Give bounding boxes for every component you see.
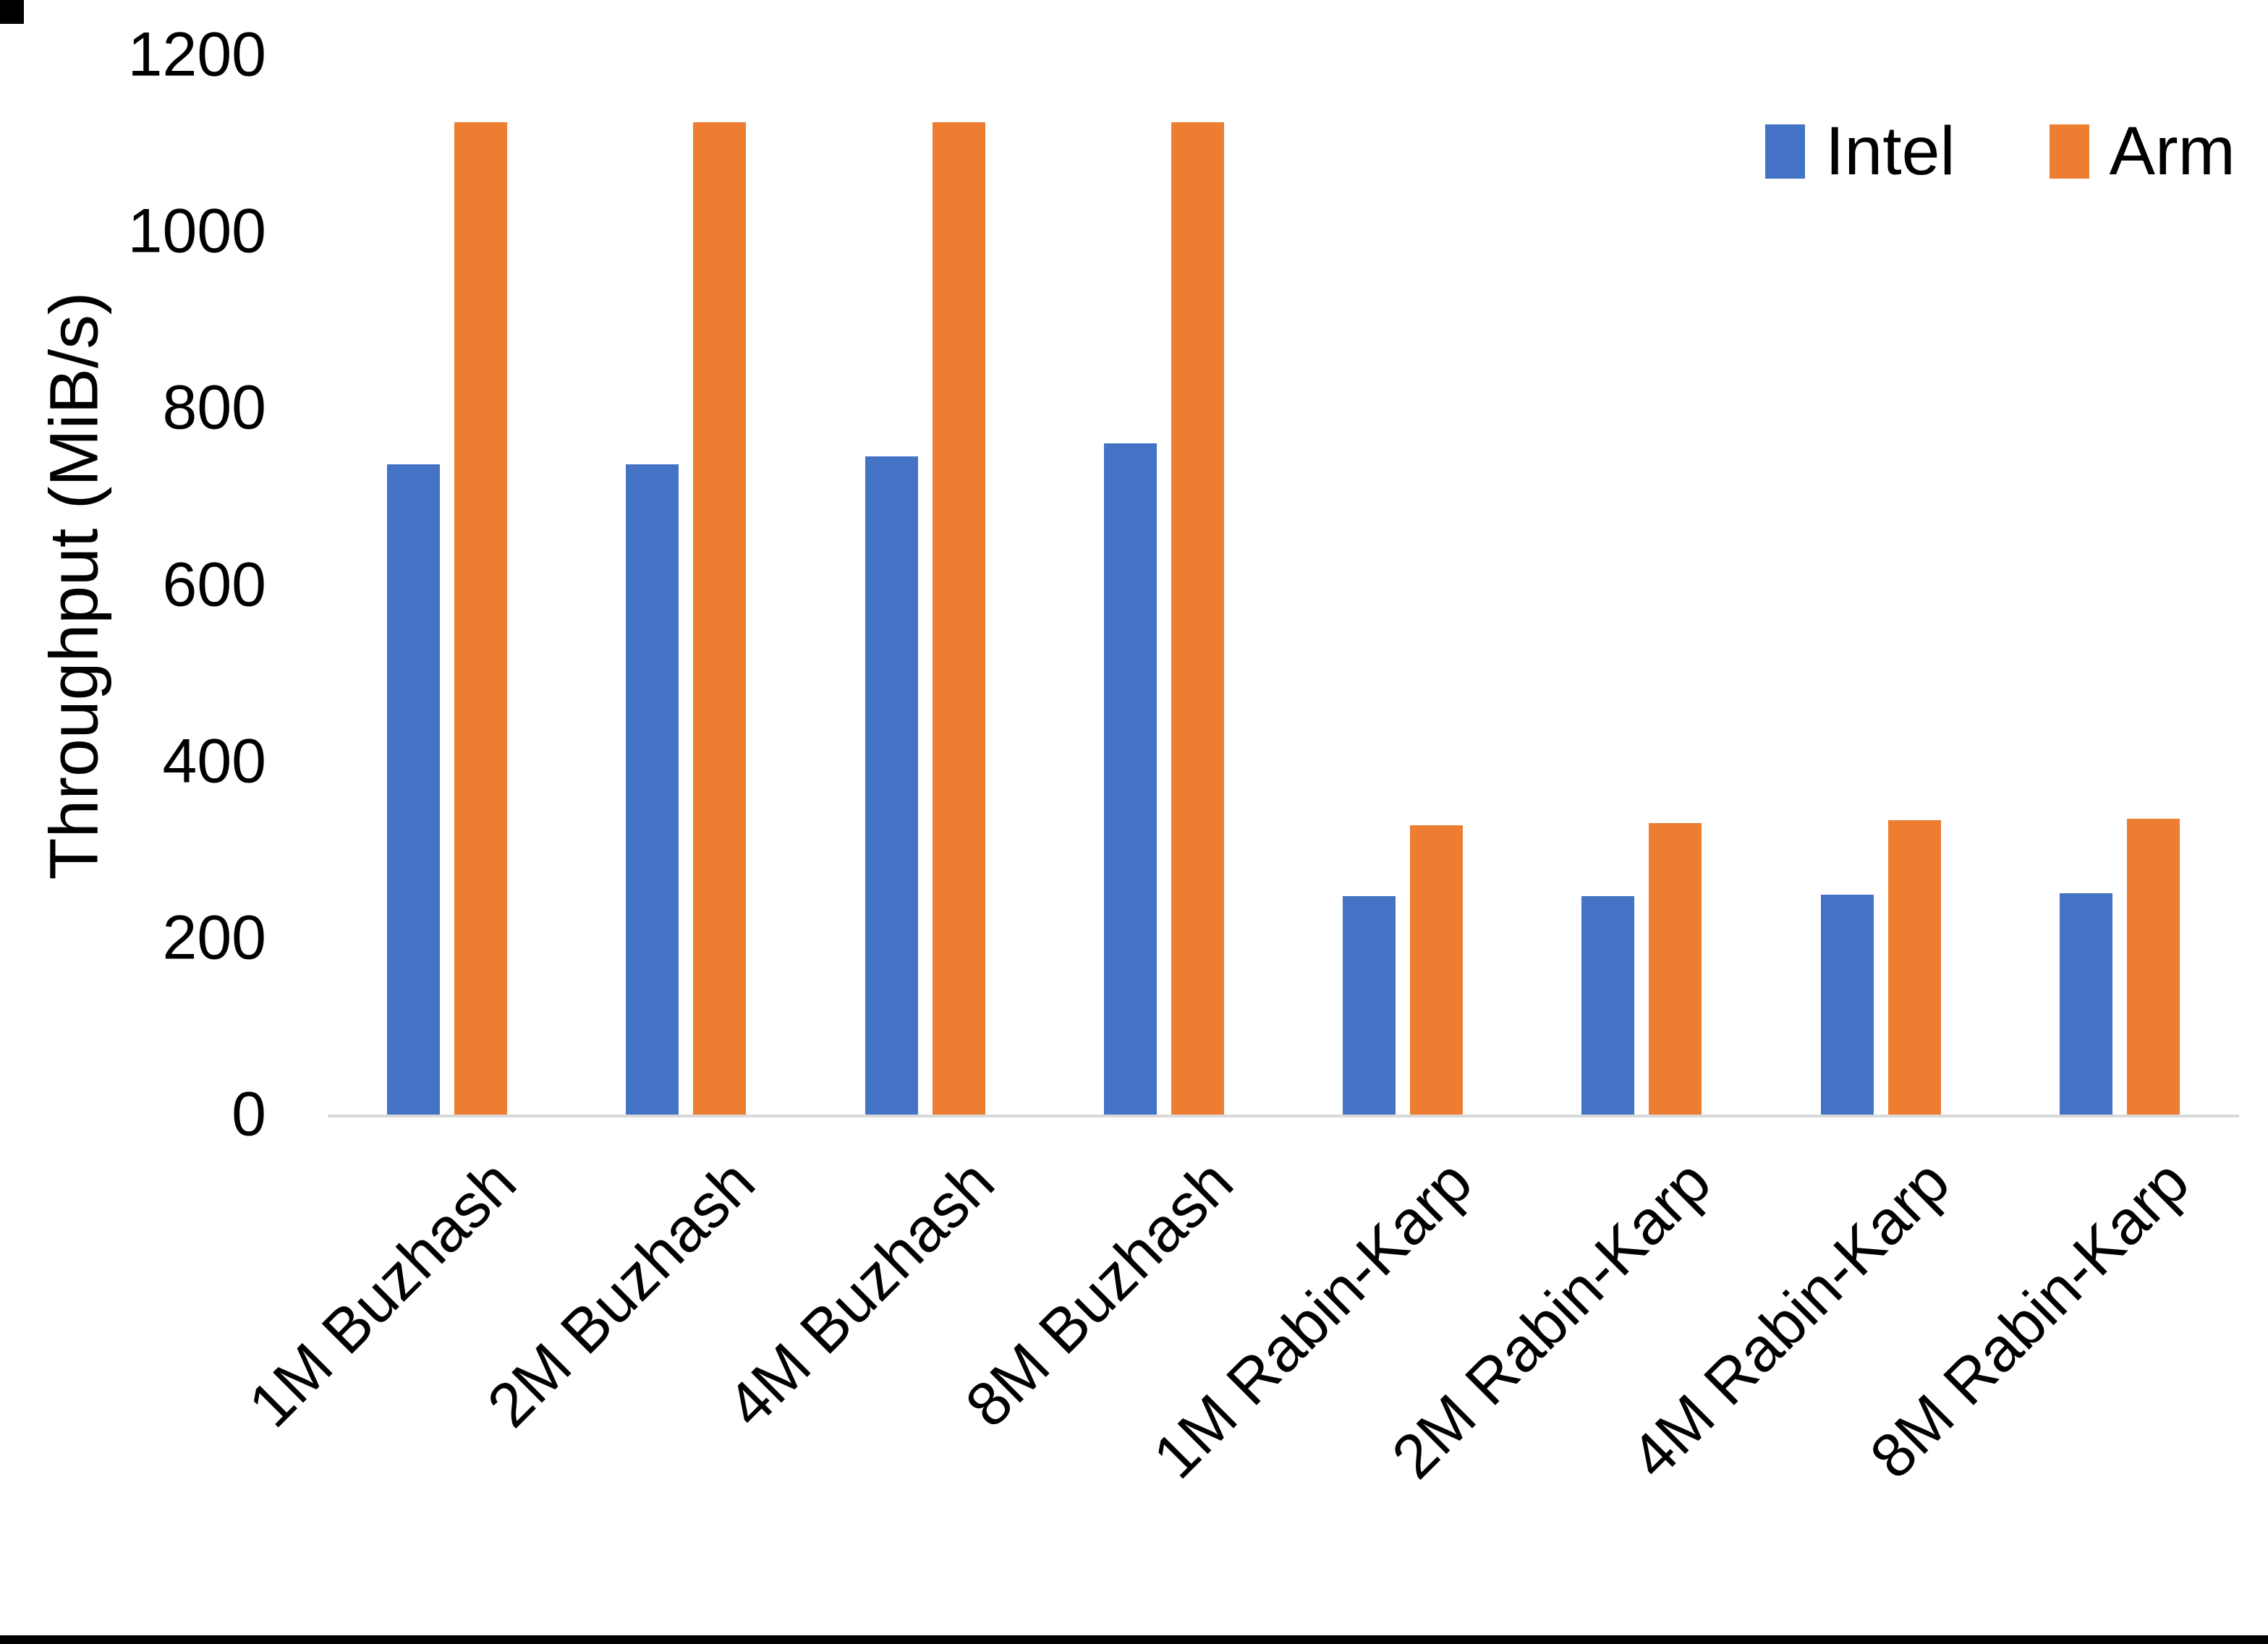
bar-intel-4m-buzhash (865, 456, 918, 1115)
category-group-2m-rabin-karp (1522, 55, 1761, 1115)
bar-arm-1m-buzhash (454, 122, 508, 1115)
bar-arm-8m-rabin-karp (2126, 819, 2180, 1115)
bar-arm-4m-buzhash (932, 122, 985, 1115)
legend-swatch-intel (1765, 124, 1805, 179)
bar-intel-2m-buzhash (626, 464, 679, 1115)
category-group-8m-rabin-karp (2000, 55, 2239, 1115)
category-group-4m-buzhash (806, 55, 1045, 1115)
bar-pair (865, 55, 985, 1115)
y-tick-label-1000: 1000 (127, 196, 266, 266)
plot-area (328, 55, 2239, 1115)
bar-intel-1m-rabin-karp (1343, 896, 1396, 1115)
bar-pair (2059, 55, 2180, 1115)
legend: Intel Arm (1765, 112, 2235, 191)
bar-intel-2m-rabin-karp (1581, 896, 1635, 1115)
y-tick-label-200: 200 (162, 903, 267, 973)
category-group-1m-rabin-karp (1283, 55, 1522, 1115)
bar-intel-8m-rabin-karp (2059, 893, 2112, 1115)
legend-entry-arm: Arm (2049, 112, 2235, 191)
bar-pair (1820, 55, 1941, 1115)
bar-arm-8m-buzhash (1171, 122, 1224, 1115)
bar-pair (387, 55, 508, 1115)
bar-arm-1m-rabin-karp (1410, 825, 1464, 1115)
legend-label-intel: Intel (1825, 113, 1955, 189)
category-group-1m-buzhash (328, 55, 566, 1115)
bar-intel-4m-rabin-karp (1820, 895, 1874, 1115)
y-tick-label-600: 600 (162, 550, 267, 619)
legend-label-arm: Arm (2109, 113, 2235, 189)
y-tick-label-400: 400 (162, 726, 267, 796)
screenshot-bottom-border (0, 1635, 2268, 1644)
legend-entry-intel: Intel (1765, 112, 1955, 191)
bar-pair (1343, 55, 1464, 1115)
y-tick-label-0: 0 (232, 1079, 266, 1149)
y-tick-label-800: 800 (162, 372, 267, 443)
bar-intel-8m-buzhash (1103, 443, 1157, 1115)
bar-intel-1m-buzhash (387, 464, 441, 1115)
bar-arm-4m-rabin-karp (1887, 820, 1941, 1115)
category-group-4m-rabin-karp (1762, 55, 2000, 1115)
legend-swatch-arm (2049, 124, 2089, 179)
category-group-8m-buzhash (1045, 55, 1283, 1115)
x-axis-line (328, 1115, 2239, 1117)
bar-arm-2m-buzhash (693, 122, 747, 1115)
bar-pair (626, 55, 747, 1115)
bar-pair (1581, 55, 1702, 1115)
category-group-2m-buzhash (566, 55, 805, 1115)
screenshot-corner-artifact (0, 0, 24, 24)
bar-arm-2m-rabin-karp (1649, 823, 1702, 1115)
y-tick-label-1200: 1200 (127, 20, 266, 90)
bar-pair (1103, 55, 1224, 1115)
